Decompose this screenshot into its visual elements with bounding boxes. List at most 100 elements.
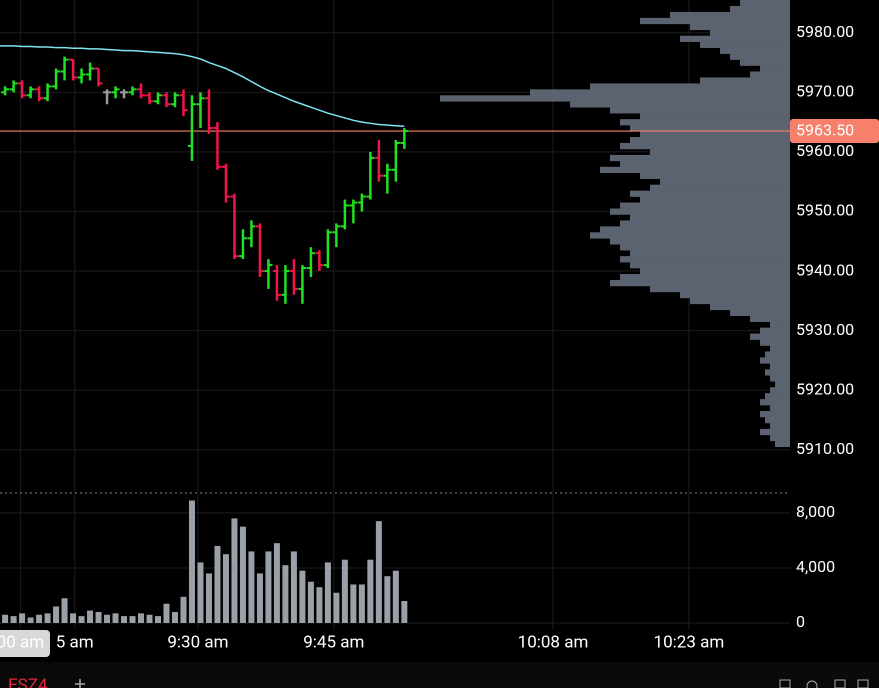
profile-bar xyxy=(650,285,790,293)
profile-bar xyxy=(600,226,790,233)
profile-bar xyxy=(760,399,790,406)
add-tab[interactable] xyxy=(75,679,85,688)
volume-bar xyxy=(392,570,399,623)
profile-bar xyxy=(640,196,790,203)
profile-bar xyxy=(620,119,790,126)
profile-bar xyxy=(760,339,790,346)
profile-bar xyxy=(660,178,790,185)
profile-bar xyxy=(720,47,790,54)
profile-bar xyxy=(770,321,790,328)
profile-bar xyxy=(710,29,790,37)
volume-bar xyxy=(290,551,297,623)
icon[interactable] xyxy=(779,679,791,688)
price-pane xyxy=(0,45,790,304)
volume-bar xyxy=(401,600,408,623)
profile-bar xyxy=(740,59,790,66)
x-tick-label: 10:08 am xyxy=(518,632,589,652)
profile-bar xyxy=(620,220,790,227)
profile-bar xyxy=(765,393,790,400)
volume-bar xyxy=(155,616,161,623)
volume-bar xyxy=(256,573,263,623)
icon[interactable] xyxy=(806,680,818,688)
volume-bar xyxy=(367,559,374,623)
volume-bar xyxy=(87,610,94,623)
volume-bar xyxy=(129,616,136,623)
profile-bar xyxy=(640,131,790,138)
profile-bar xyxy=(770,434,790,442)
symbol-tab[interactable]: ESZ4 xyxy=(8,675,48,688)
profile-bar xyxy=(640,268,790,275)
profile-bar xyxy=(765,416,790,424)
profile-bar xyxy=(760,428,790,436)
volume-bar xyxy=(384,576,391,623)
x-tick-label: 9:45 am xyxy=(303,632,364,652)
y-tick-label: 5940.00 xyxy=(796,260,854,279)
volume-bar xyxy=(197,562,204,623)
x-tick-label: 5 am xyxy=(56,632,94,652)
profile-bar xyxy=(775,381,790,388)
profile-bar xyxy=(775,440,790,448)
profile-bar xyxy=(760,65,790,72)
volume-bar xyxy=(375,521,382,623)
last-price-label: 5963.50 xyxy=(796,120,854,139)
axes: 5980.00 5970.00 5960.00 5950.00 5940.00 5930.… xyxy=(0,22,879,657)
profile-bar xyxy=(630,190,790,197)
volume-bar xyxy=(222,554,229,623)
volume-bar xyxy=(78,616,85,623)
profile-bar xyxy=(690,23,790,31)
volume-bar xyxy=(121,616,128,623)
x-tick-label: 00 am xyxy=(0,632,44,652)
volume-bar xyxy=(239,526,246,623)
profile-bar xyxy=(620,160,790,168)
profile-bar xyxy=(610,238,790,245)
volume-bar xyxy=(61,598,68,623)
profile-bar xyxy=(680,291,790,299)
vwap-line xyxy=(0,45,405,128)
profile-bar xyxy=(650,184,790,191)
volume-bar xyxy=(324,562,331,623)
y-tick-label: 5980.00 xyxy=(796,22,854,41)
x-tick-label: 9:30 am xyxy=(167,632,228,652)
profile-bar xyxy=(570,101,790,108)
profile-bar xyxy=(700,77,790,84)
profile-bar xyxy=(730,309,790,317)
icon[interactable] xyxy=(834,679,846,688)
volume-bar xyxy=(358,584,365,623)
volume-bar xyxy=(27,617,34,623)
y-tick-label: 5950.00 xyxy=(796,201,854,220)
profile-bar xyxy=(770,345,790,352)
profile-bar xyxy=(640,172,790,180)
volume-bar xyxy=(341,559,348,623)
y-tick-label: 5970.00 xyxy=(796,82,854,101)
volume-bar xyxy=(112,613,119,623)
profile-bar xyxy=(440,95,790,102)
volume-bar xyxy=(171,611,178,623)
profile-bar xyxy=(770,422,790,430)
profile-bar xyxy=(750,71,790,78)
volume-bar xyxy=(299,570,306,623)
profile-bar xyxy=(610,107,790,114)
volume-pane xyxy=(2,500,408,623)
profile-bar xyxy=(600,166,790,174)
profile-bar xyxy=(610,208,790,215)
volume-bar xyxy=(2,614,9,623)
volume-bar xyxy=(104,614,111,623)
profile-bar xyxy=(700,41,790,48)
profile-bar xyxy=(610,279,790,287)
profile-bar xyxy=(640,17,790,25)
profile-bar xyxy=(620,256,790,263)
icon[interactable] xyxy=(857,679,869,688)
volume-bar xyxy=(10,616,17,623)
volume-bar xyxy=(231,518,238,623)
volume-bar xyxy=(273,543,280,623)
profile-bar xyxy=(650,148,790,156)
profile-bar xyxy=(630,137,790,144)
volume-bar xyxy=(350,584,357,623)
bottom-bar xyxy=(0,662,879,688)
volume-bar xyxy=(70,613,77,623)
profile-bar xyxy=(630,214,790,221)
y-tick-label: 5960.00 xyxy=(796,141,854,160)
volume-bar xyxy=(307,581,314,623)
volume-bar xyxy=(44,613,51,623)
